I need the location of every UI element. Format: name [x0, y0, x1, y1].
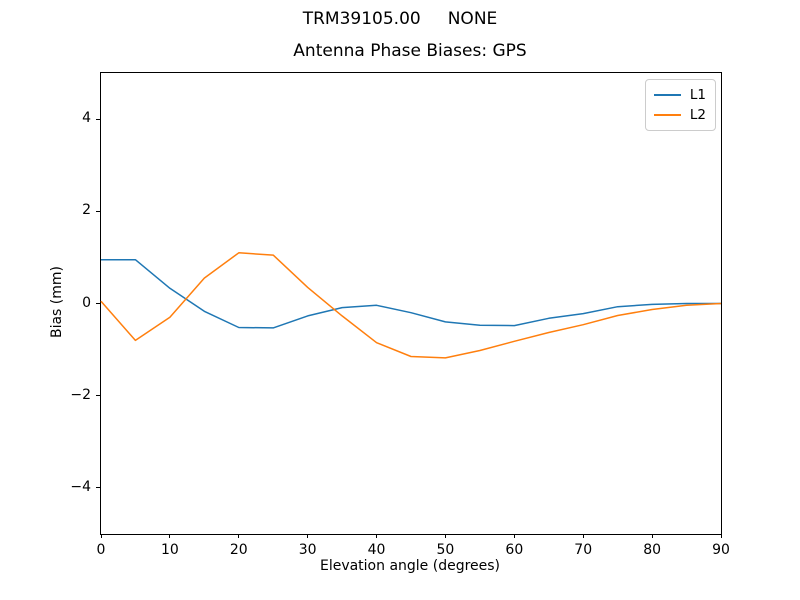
y-tick-mark [96, 303, 100, 304]
y-tick-mark [96, 395, 100, 397]
x-tick-label: 70 [574, 542, 593, 558]
x-tick-mark [169, 534, 171, 538]
legend-line-sample [653, 114, 681, 116]
x-tick-label: 0 [96, 542, 106, 558]
y-tick-label: −2 [70, 386, 91, 403]
x-tick-mark [307, 534, 309, 538]
legend-line-sample [653, 94, 681, 96]
plot-area: 0 10 20 30 40 50 60 70 80 90 −4 −2 0 2 4 L1 L2 [70, 72, 730, 558]
x-tick-mark [100, 534, 102, 538]
figure-suptitle: TRM39105.00 NONE [302, 9, 498, 29]
y-tick-label: 0 [82, 294, 91, 311]
y-tick-label: 2 [82, 202, 91, 219]
x-tick-label: 80 [643, 542, 662, 558]
axes-title: Antenna Phase Biases: GPS [293, 41, 527, 61]
x-axis-label: Elevation angle (degrees) [319, 558, 501, 574]
legend-item-l2: L2 [653, 105, 706, 125]
x-tick-label: 20 [229, 542, 248, 558]
legend-label: L1 [689, 87, 706, 103]
x-tick-label: 40 [367, 542, 386, 558]
y-tick-label: 4 [82, 110, 91, 127]
y-tick-mark [96, 118, 100, 120]
x-tick-mark [720, 534, 722, 538]
legend-item-l1: L1 [653, 85, 706, 105]
x-tick-mark [444, 534, 446, 538]
x-tick-mark [582, 534, 584, 538]
x-tick-mark [376, 534, 378, 538]
x-tick-mark [238, 534, 240, 538]
x-tick-label: 60 [505, 542, 524, 558]
y-tick-mark [96, 210, 100, 212]
y-tick-mark [96, 487, 100, 489]
x-tick-label: 50 [436, 542, 455, 558]
x-tick-label: 30 [298, 542, 317, 558]
legend-label: L2 [689, 107, 706, 123]
x-tick-label: 90 [712, 542, 730, 558]
series-line-l1 [101, 258, 721, 329]
legend[interactable]: L1 L2 [644, 79, 716, 131]
y-tick-label: −4 [70, 478, 91, 495]
x-tick-mark [513, 534, 515, 538]
x-tick-mark [651, 534, 653, 538]
chart-lines [100, 252, 722, 359]
series-line-l2 [100, 252, 722, 359]
x-tick-label: 10 [160, 542, 179, 558]
y-axis-label: Bias (mm) [49, 265, 65, 339]
